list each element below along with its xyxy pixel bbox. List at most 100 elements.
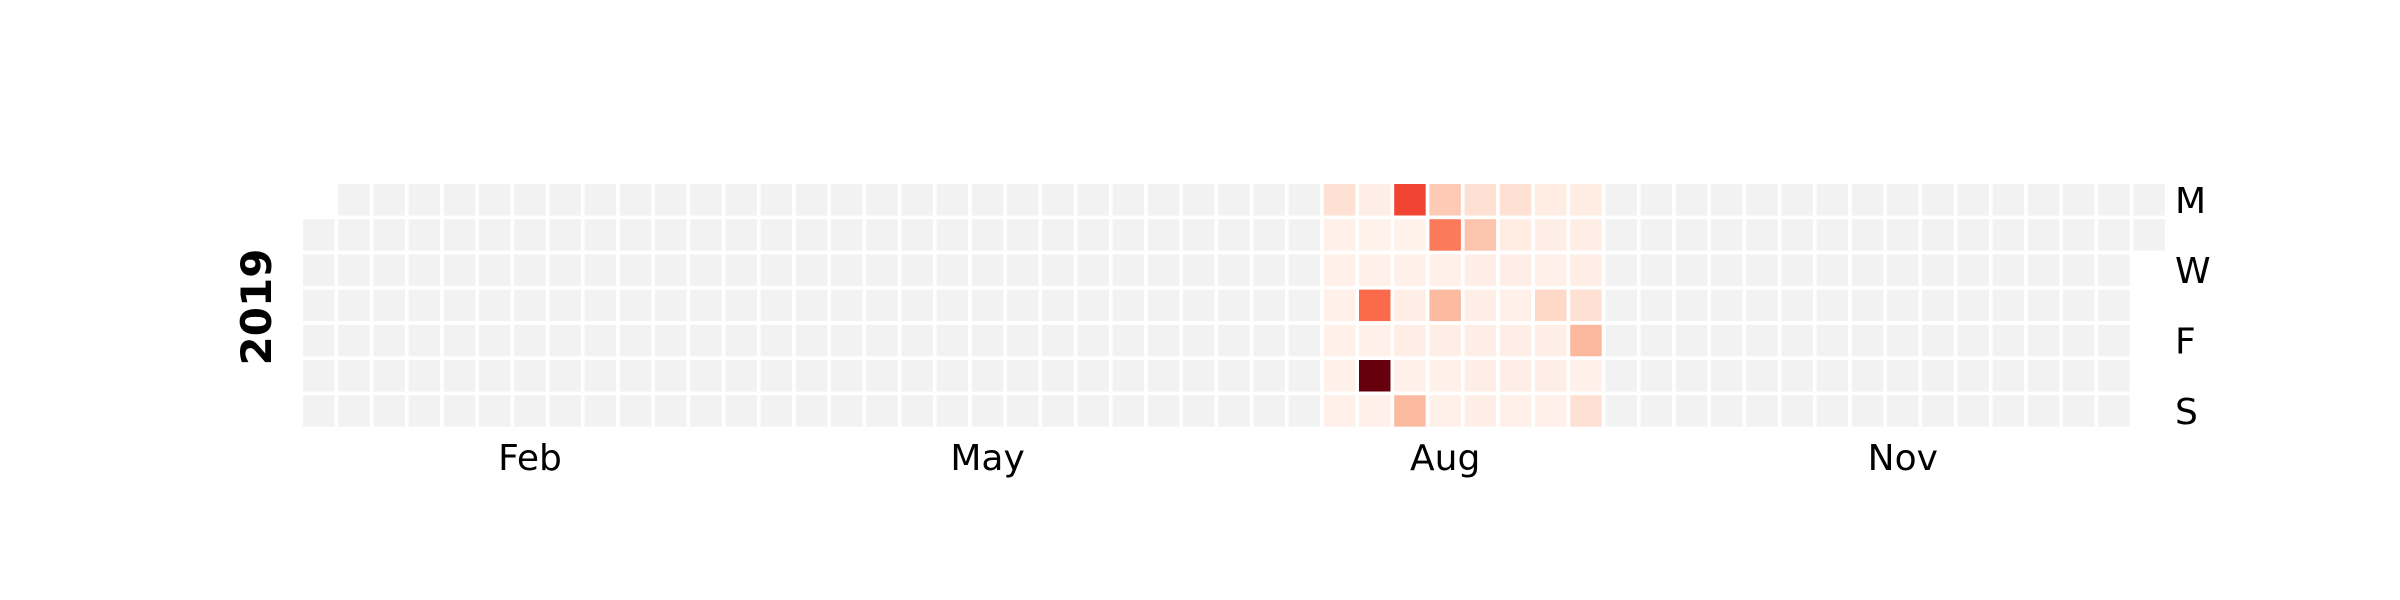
heatmap-cell xyxy=(1746,324,1778,357)
heatmap-cell xyxy=(338,324,370,357)
heatmap-cell xyxy=(1077,219,1109,251)
heatmap-cell xyxy=(1253,184,1285,216)
heatmap-cell xyxy=(866,289,898,322)
heatmap-cell xyxy=(795,219,828,251)
heatmap-cell xyxy=(443,360,476,392)
heatmap-cell xyxy=(338,360,370,392)
heatmap-cell xyxy=(1394,324,1426,357)
heatmap-cell xyxy=(1640,254,1673,286)
heatmap-cell xyxy=(2098,324,2130,357)
heatmap-cell xyxy=(443,395,476,427)
heatmap-cell xyxy=(1640,324,1673,357)
heatmap-cell xyxy=(1992,324,2025,357)
heatmap-cell xyxy=(901,360,933,392)
heatmap-cell xyxy=(1640,395,1673,427)
heatmap-cell xyxy=(479,289,511,322)
heatmap-cell xyxy=(1499,360,1532,392)
heatmap-cell xyxy=(1640,360,1673,392)
heatmap-cell xyxy=(338,219,370,251)
heatmap-cell xyxy=(866,395,898,427)
heatmap-cell xyxy=(795,184,828,216)
heatmap-cell xyxy=(1887,289,1919,322)
heatmap-cell xyxy=(1007,184,1039,216)
heatmap-cell xyxy=(549,395,581,427)
heatmap-cell xyxy=(1218,360,1250,392)
heatmap-cell xyxy=(373,254,405,286)
heatmap-cell xyxy=(1218,219,1250,251)
heatmap-cell xyxy=(725,289,757,322)
heatmap-cell xyxy=(1147,184,1180,216)
heatmap-cell xyxy=(866,324,898,357)
heatmap-cell xyxy=(1288,395,1321,427)
heatmap-cell xyxy=(1112,289,1145,322)
heatmap-cell xyxy=(1218,324,1250,357)
heatmap-cell xyxy=(1992,219,2025,251)
heatmap-cell xyxy=(1394,254,1426,286)
heatmap-cell xyxy=(1922,184,1954,216)
heatmap-cell xyxy=(1007,324,1039,357)
heatmap-cell xyxy=(303,219,335,251)
heatmap-cell xyxy=(795,360,828,392)
heatmap-cell xyxy=(1675,254,1708,286)
heatmap-cell xyxy=(690,219,722,251)
heatmap-cell xyxy=(408,184,441,216)
heatmap-cell xyxy=(725,184,757,216)
day-label: M xyxy=(2175,181,2206,222)
heatmap-cell xyxy=(1499,219,1532,251)
month-label: Nov xyxy=(1868,438,1938,479)
heatmap-cell xyxy=(1605,289,1637,322)
heatmap-cell xyxy=(1640,184,1673,216)
heatmap-cell xyxy=(936,395,969,427)
heatmap-cell xyxy=(1077,395,1109,427)
heatmap-cell xyxy=(1394,219,1426,251)
heatmap-cell xyxy=(866,360,898,392)
heatmap-cell xyxy=(1711,360,1743,392)
heatmap-cell xyxy=(514,324,546,357)
heatmap-cell xyxy=(1429,184,1461,216)
heatmap-cell xyxy=(1288,184,1321,216)
heatmap-cell xyxy=(514,395,546,427)
heatmap-cell xyxy=(1781,184,1813,216)
heatmap-cell xyxy=(514,289,546,322)
heatmap-cell xyxy=(1147,254,1180,286)
heatmap-cell xyxy=(1042,360,1074,392)
heatmap-cell xyxy=(760,254,793,286)
heatmap-cell xyxy=(1359,219,1391,251)
heatmap-cell xyxy=(901,184,933,216)
heatmap-cell xyxy=(1605,219,1637,251)
heatmap-cell xyxy=(1851,254,1884,286)
heatmap-cell xyxy=(303,254,335,286)
heatmap-cell xyxy=(971,254,1004,286)
heatmap-cell xyxy=(338,184,370,216)
heatmap-cell xyxy=(690,254,722,286)
heatmap-cell xyxy=(1535,289,1567,322)
heatmap-cell xyxy=(1816,219,1849,251)
heatmap-cell xyxy=(1253,219,1285,251)
heatmap-cell xyxy=(2063,324,2095,357)
heatmap-cell xyxy=(760,360,793,392)
heatmap-cell xyxy=(1359,254,1391,286)
heatmap-cell xyxy=(1816,395,1849,427)
heatmap-cell xyxy=(1464,219,1497,251)
heatmap-cell xyxy=(443,219,476,251)
heatmap-cell xyxy=(725,395,757,427)
heatmap-cell xyxy=(1535,219,1567,251)
heatmap-cell xyxy=(479,254,511,286)
heatmap-cell xyxy=(443,324,476,357)
heatmap-cell xyxy=(1887,324,1919,357)
month-label: Aug xyxy=(1410,438,1480,479)
heatmap-cell xyxy=(1499,289,1532,322)
heatmap-cell xyxy=(1851,289,1884,322)
heatmap-cell xyxy=(1323,395,1356,427)
heatmap-cell xyxy=(584,254,617,286)
heatmap-cell xyxy=(1007,219,1039,251)
heatmap-cell xyxy=(1394,289,1426,322)
heatmap-cell xyxy=(1112,395,1145,427)
heatmap-cell xyxy=(1218,254,1250,286)
heatmap-cell xyxy=(1359,324,1391,357)
heatmap-cell xyxy=(1851,219,1884,251)
heatmap-cell xyxy=(1464,360,1497,392)
heatmap-cell xyxy=(1183,254,1215,286)
heatmap-cell xyxy=(1851,360,1884,392)
heatmap-cell xyxy=(1957,184,1989,216)
